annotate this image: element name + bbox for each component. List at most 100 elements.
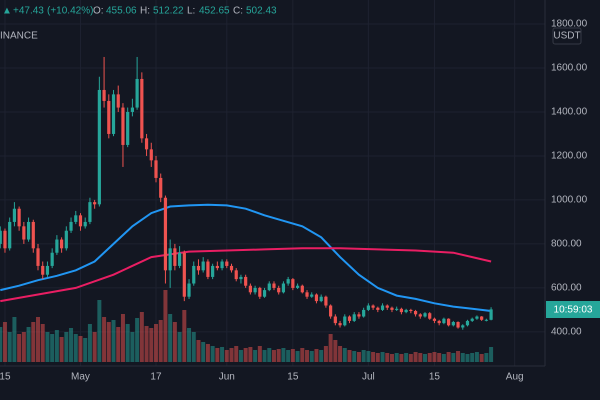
candle-body bbox=[371, 305, 375, 308]
candle-body bbox=[376, 307, 380, 310]
volume-bar bbox=[144, 326, 149, 362]
volume-bar bbox=[172, 322, 177, 362]
volume-bar bbox=[54, 330, 59, 362]
volume-bar bbox=[361, 350, 366, 362]
volume-bar bbox=[45, 332, 50, 362]
volume-bar bbox=[394, 353, 399, 362]
header-h: 512.22 bbox=[153, 6, 184, 17]
volume-bar bbox=[12, 317, 17, 362]
x-tick-label: 15 bbox=[287, 372, 299, 383]
candle-body bbox=[395, 308, 399, 310]
candle-body bbox=[163, 197, 168, 271]
candle-body bbox=[97, 89, 101, 205]
volume-bar bbox=[125, 324, 130, 362]
candle-body bbox=[343, 316, 347, 326]
volume-bar bbox=[347, 350, 352, 362]
candle-body bbox=[69, 221, 73, 231]
candle-body bbox=[447, 318, 451, 326]
candle-body bbox=[78, 215, 83, 227]
volume-bar bbox=[191, 332, 196, 362]
candle-body bbox=[277, 287, 281, 293]
volume-bar bbox=[460, 353, 465, 362]
volume-bar bbox=[441, 354, 446, 362]
candle-body bbox=[121, 107, 125, 145]
candle-body bbox=[286, 279, 290, 284]
x-tick-label: 17 bbox=[150, 372, 162, 383]
header-o: 455.06 bbox=[106, 6, 137, 17]
candle-body bbox=[409, 309, 413, 312]
candle-body bbox=[26, 221, 31, 240]
x-tick-label: May bbox=[71, 372, 90, 383]
volume-bar bbox=[220, 347, 225, 362]
volume-bar bbox=[404, 353, 409, 362]
candle-body bbox=[83, 221, 87, 227]
candle-body bbox=[126, 111, 130, 145]
candle-body bbox=[281, 283, 286, 293]
candle-body bbox=[36, 248, 40, 266]
volume-bar bbox=[413, 352, 418, 362]
candle-body bbox=[135, 78, 139, 108]
candle-body bbox=[168, 248, 172, 271]
candle-body bbox=[220, 261, 224, 269]
volume-bar bbox=[92, 332, 97, 362]
volume-bar bbox=[87, 324, 92, 362]
volume-bar bbox=[102, 317, 107, 362]
volume-bar bbox=[31, 322, 36, 362]
volume-bar bbox=[380, 352, 385, 362]
header-l: 452.65 bbox=[199, 6, 230, 17]
candle-body bbox=[253, 287, 257, 293]
candle-body bbox=[248, 285, 252, 293]
y-tick-label: 800.00 bbox=[551, 239, 582, 250]
candle-body bbox=[225, 261, 229, 266]
candle-body bbox=[60, 239, 64, 249]
candle-body bbox=[451, 322, 455, 326]
candle-body bbox=[22, 226, 26, 240]
volume-bar bbox=[314, 349, 319, 362]
candle-body bbox=[244, 276, 248, 286]
candle-body bbox=[437, 320, 441, 324]
candle-body bbox=[267, 283, 271, 291]
candle-body bbox=[239, 276, 243, 280]
volume-bar bbox=[97, 300, 102, 362]
volume-bar bbox=[139, 312, 144, 362]
volume-bar bbox=[40, 324, 45, 362]
candle-body bbox=[404, 309, 408, 313]
volume-bar bbox=[149, 328, 154, 362]
candle-body bbox=[319, 296, 323, 302]
candle-body bbox=[74, 215, 78, 222]
volume-bar bbox=[182, 310, 187, 362]
y-tick-label: 1400.00 bbox=[551, 107, 588, 118]
volume-bar bbox=[26, 327, 31, 362]
volume-bar bbox=[385, 353, 390, 362]
volume-bar bbox=[2, 322, 7, 362]
volume-bar bbox=[130, 332, 135, 362]
volume-bar bbox=[451, 353, 456, 362]
volume-bar bbox=[224, 350, 229, 362]
volume-bar bbox=[229, 348, 234, 362]
volume-bar bbox=[267, 348, 272, 362]
volume-bar bbox=[408, 354, 413, 362]
volume-bar bbox=[135, 318, 140, 362]
volume-bar bbox=[290, 349, 295, 362]
volume-bar bbox=[389, 354, 394, 362]
volume-bar bbox=[177, 332, 182, 362]
volume-bar bbox=[64, 332, 69, 362]
volume-bar bbox=[21, 332, 26, 362]
candle-body bbox=[262, 290, 267, 297]
candle-body bbox=[442, 318, 446, 324]
volume-bar bbox=[7, 332, 12, 362]
header-arrow: ▲ bbox=[2, 6, 12, 17]
volume-bar bbox=[399, 354, 404, 362]
volume-bar bbox=[423, 354, 428, 362]
candle-body bbox=[149, 149, 153, 161]
volume-bar bbox=[168, 314, 173, 362]
y-tick-label: 400.00 bbox=[551, 327, 582, 338]
header-c-label: C: bbox=[233, 6, 243, 17]
volume-bar bbox=[238, 350, 243, 362]
candle-body bbox=[45, 265, 50, 275]
candle-body bbox=[300, 285, 304, 293]
volume-bar bbox=[59, 337, 64, 362]
volume-bar bbox=[271, 350, 276, 362]
candle-body bbox=[111, 94, 116, 134]
